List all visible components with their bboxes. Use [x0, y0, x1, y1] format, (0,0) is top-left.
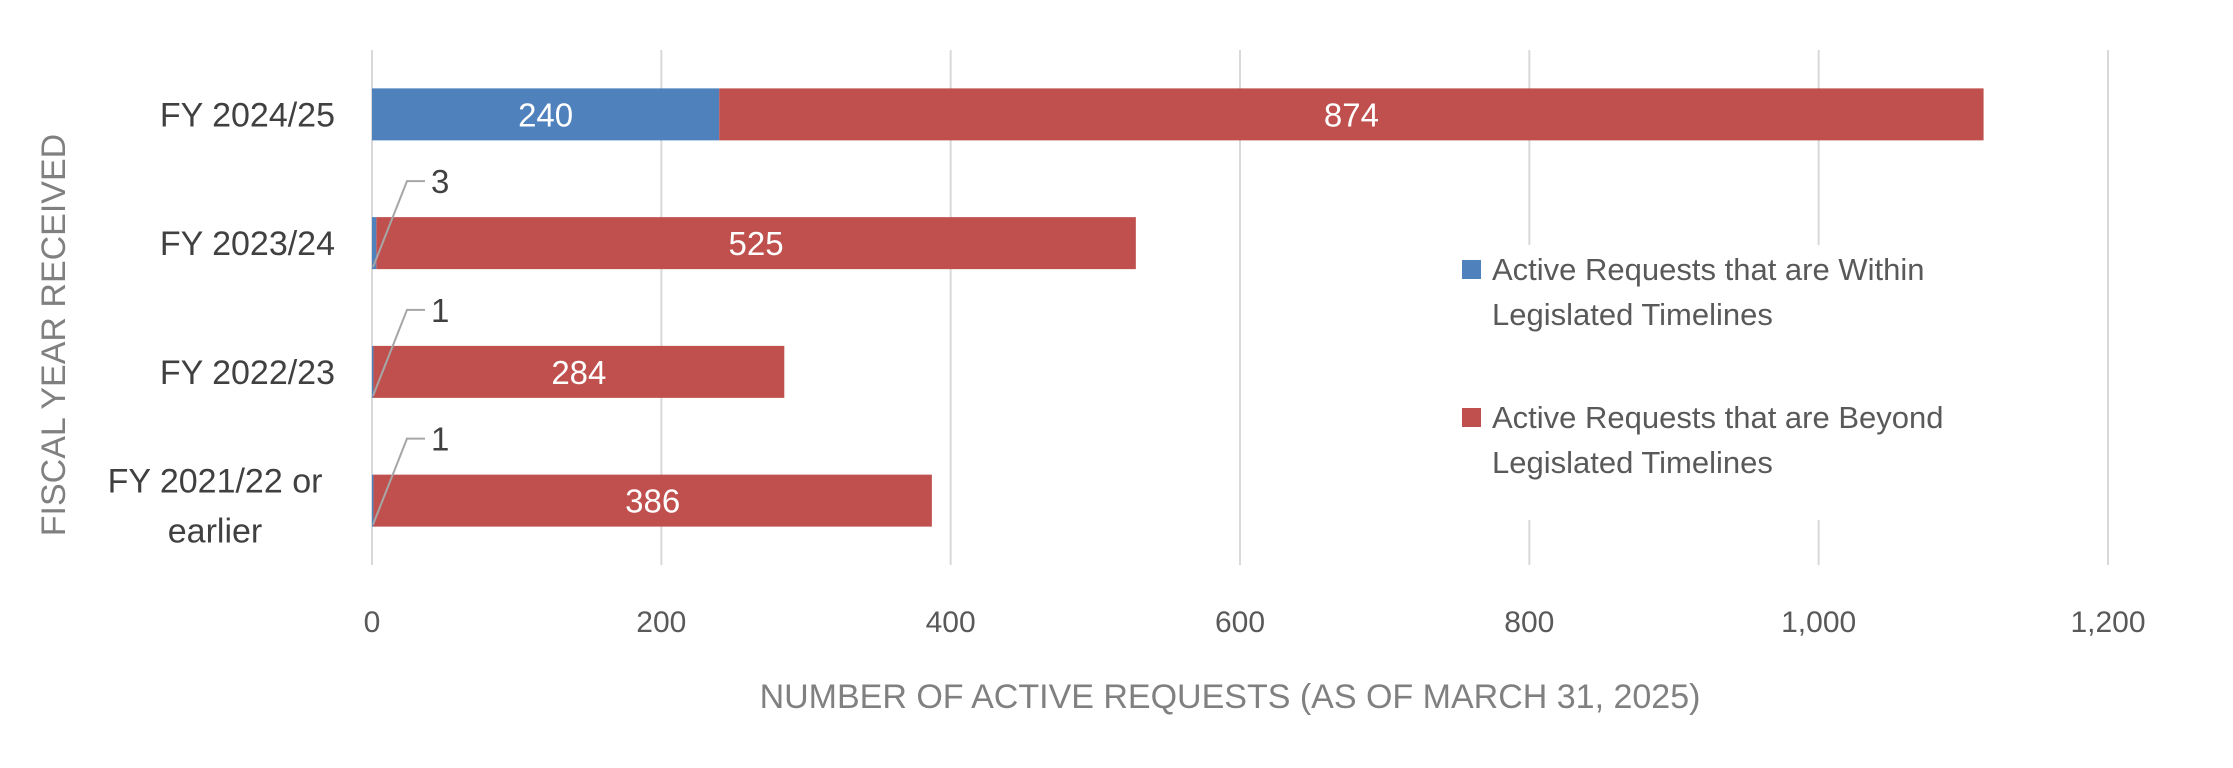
bar-segment: [372, 345, 374, 398]
data-labels: 240 874 3 525 1 284 1 386: [372, 96, 1379, 525]
y-axis-title: FISCAL YEAR RECEIVED: [35, 134, 73, 536]
bar-segment: [372, 217, 377, 270]
bar-segment: [719, 88, 1984, 141]
leader-line: [372, 308, 425, 397]
x-tick-labels: 0 200 400 600 800 1,000 1,200: [364, 606, 2146, 639]
leader-line: [372, 437, 425, 525]
data-label: 284: [551, 354, 606, 391]
category-label: FY 2024/25: [160, 96, 335, 134]
x-tick-label: 0: [364, 606, 381, 639]
bar-segment: [376, 217, 1136, 270]
legend-swatch: [1462, 260, 1481, 279]
bar-segment: [373, 345, 785, 398]
x-tick-label: 1,200: [2070, 606, 2145, 639]
data-label: 1: [431, 421, 449, 458]
x-tick-label: 800: [1504, 606, 1554, 639]
x-axis-title: NUMBER OF ACTIVE REQUESTS (AS OF MARCH 3…: [760, 678, 1701, 716]
data-label: 386: [625, 483, 680, 520]
bar-segment: [373, 474, 932, 527]
x-tick-label: 200: [636, 606, 686, 639]
bar-segment: [372, 474, 374, 527]
legend: Active Requests that are Within Legislate…: [1462, 252, 1943, 480]
data-label: 3: [431, 163, 449, 200]
x-tick-label: 1,000: [1781, 606, 1856, 639]
category-label: FY 2022/23: [160, 354, 335, 392]
y-category-labels: FY 2024/25 FY 2023/24 FY 2022/23 FY 2021/22…: [108, 96, 335, 550]
legend-label: Active Requests that are Within Legislate…: [1492, 252, 1924, 332]
x-tick-label: 600: [1215, 606, 1265, 639]
category-label: FY 2021/22 or earlier: [108, 463, 323, 551]
bar-segment: [372, 88, 720, 141]
data-label: 240: [518, 96, 573, 133]
category-label: FY 2023/24: [160, 225, 335, 263]
leader-line: [372, 180, 425, 268]
legend-swatch: [1462, 408, 1481, 427]
data-label: 874: [1324, 96, 1379, 133]
data-label: 525: [729, 225, 784, 262]
legend-label: Active Requests that are Beyond Legislate…: [1492, 400, 1943, 480]
data-label: 1: [431, 292, 449, 329]
x-tick-label: 400: [926, 606, 976, 639]
bars: [372, 88, 1984, 527]
